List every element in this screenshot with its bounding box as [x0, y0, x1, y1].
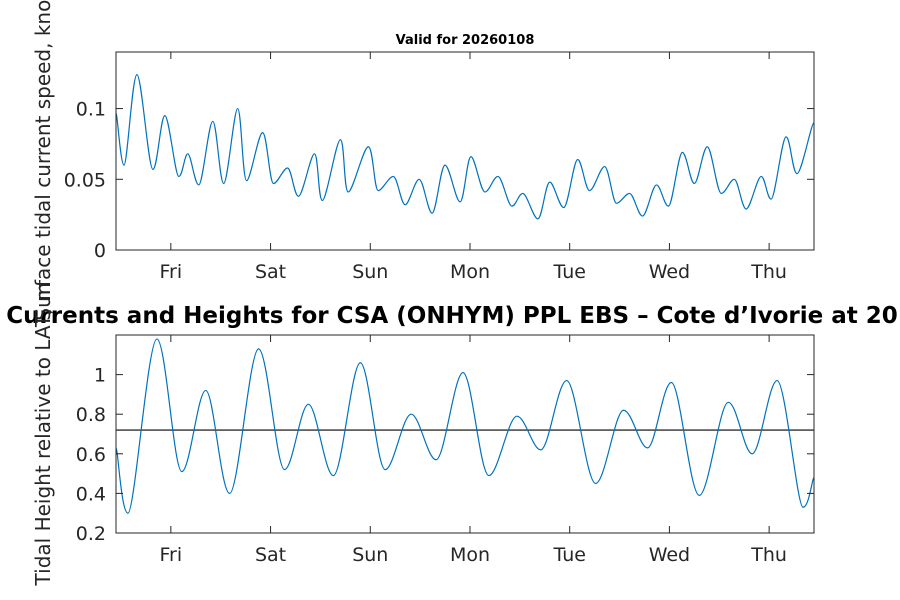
- top-x-tick-label: Sat: [255, 261, 286, 283]
- bottom-x-axis: Fri Sat Sun Mon Tue Wed Thu: [160, 335, 787, 566]
- bottom-x-tick-label: Wed: [649, 544, 690, 566]
- bottom-y-tick-label: 0.6: [76, 444, 106, 466]
- top-x-tick-label: Tue: [552, 261, 585, 283]
- top-chart-title: Valid for 20260108: [396, 33, 535, 48]
- bottom-y-tick-label: 1: [94, 365, 106, 387]
- bottom-y-axis: 0.2 0.4 0.6 0.8 1: [76, 365, 814, 545]
- bottom-series: [115, 338, 815, 514]
- bottom-x-tick-label: Mon: [450, 544, 490, 566]
- top-y-tick-label: 0: [94, 240, 106, 262]
- bottom-chart-frame: [115, 334, 815, 534]
- top-series-line-0: [115, 74, 815, 220]
- top-chart-frame: [115, 51, 815, 251]
- bottom-x-tick-label: Sat: [255, 544, 286, 566]
- top-x-tick-label: Wed: [649, 261, 690, 283]
- bottom-y-tick-label: 0.8: [76, 404, 106, 426]
- top-x-tick-label: Fri: [160, 261, 183, 283]
- bottom-x-tick-label: Sun: [352, 544, 388, 566]
- top-y-axis: 0 0.05 0.1: [64, 99, 814, 262]
- top-x-tick-label: Thu: [750, 261, 787, 283]
- bottom-chart: Fri Sat Sun Mon Tue Wed Thu 0.2 0.4 0.6 0.8 1 Tida…: [31, 283, 815, 587]
- top-x-tick-label: Sun: [352, 261, 388, 283]
- bottom-y-tick-label: 0.2: [76, 523, 106, 545]
- top-x-tick-label: Mon: [450, 261, 490, 283]
- bottom-y-axis-label: Tidal Height relative to LAT, m: [31, 283, 55, 587]
- bottom-chart-title: Currents and Heights for CSA (ONHYM) PPL…: [6, 303, 898, 329]
- top-x-axis: Fri Sat Sun Mon Tue Wed Thu: [160, 52, 787, 283]
- bottom-series-line-0: [115, 338, 815, 514]
- bottom-x-tick-label: Thu: [750, 544, 787, 566]
- bottom-x-tick-label: Fri: [160, 544, 183, 566]
- bottom-y-tick-label: 0.4: [76, 483, 106, 505]
- top-series: [115, 74, 815, 220]
- top-y-axis-label: Surface tidal current speed, knots: [31, 0, 55, 321]
- top-chart: Fri Sat Sun Mon Tue Wed Thu 0 0.05 0.1 Surface t…: [31, 0, 815, 321]
- bottom-x-tick-label: Tue: [552, 544, 585, 566]
- top-y-tick-label: 0.1: [76, 99, 106, 121]
- top-y-tick-label: 0.05: [64, 169, 106, 191]
